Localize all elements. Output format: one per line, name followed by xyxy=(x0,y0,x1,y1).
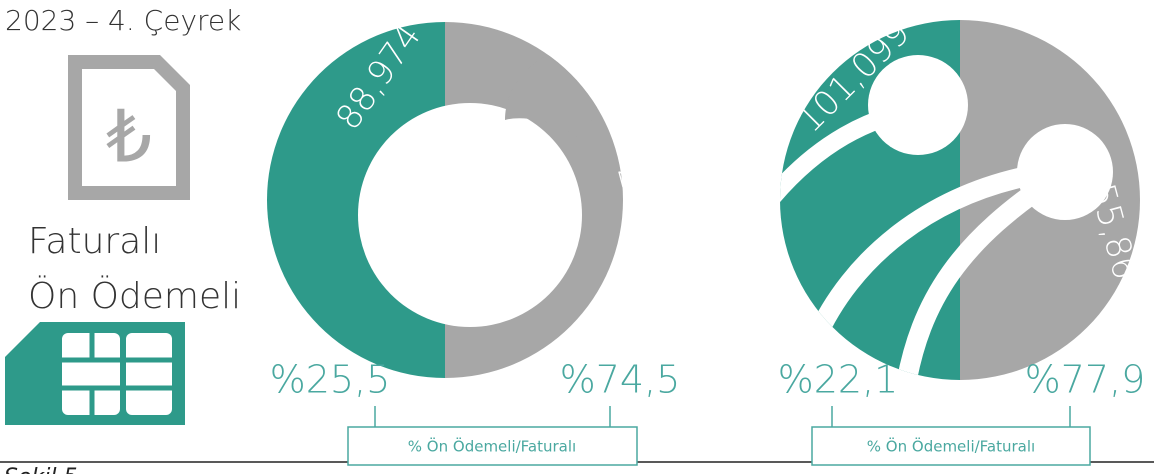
percent-label: %74,5 xyxy=(560,358,681,402)
title: 2023 – 4. Çeyrek xyxy=(5,4,241,37)
svg-text:₺: ₺ xyxy=(106,95,152,179)
legend-postpaid: Faturalı xyxy=(28,221,161,262)
postpaid-icon: ₺ xyxy=(68,55,190,200)
prepaid-icon xyxy=(5,322,185,425)
caption: % Ön Ödemeli/Faturalı xyxy=(867,437,1035,456)
caption-connectors xyxy=(374,406,1071,427)
operator-logo-1 xyxy=(267,22,623,378)
caption-box xyxy=(811,426,1091,466)
caption: % Ön Ödemeli/Faturalı xyxy=(408,437,576,456)
legend-prepaid: Ön Ödemeli xyxy=(28,275,241,317)
percent-label: %77,9 xyxy=(1025,358,1146,402)
caption-box xyxy=(347,426,638,466)
percent-label: %22,1 xyxy=(778,358,899,402)
percent-label: %25,5 xyxy=(270,358,391,402)
figure-label: Şekil 5 xyxy=(4,465,77,474)
value-label: 259,645 xyxy=(609,162,684,308)
